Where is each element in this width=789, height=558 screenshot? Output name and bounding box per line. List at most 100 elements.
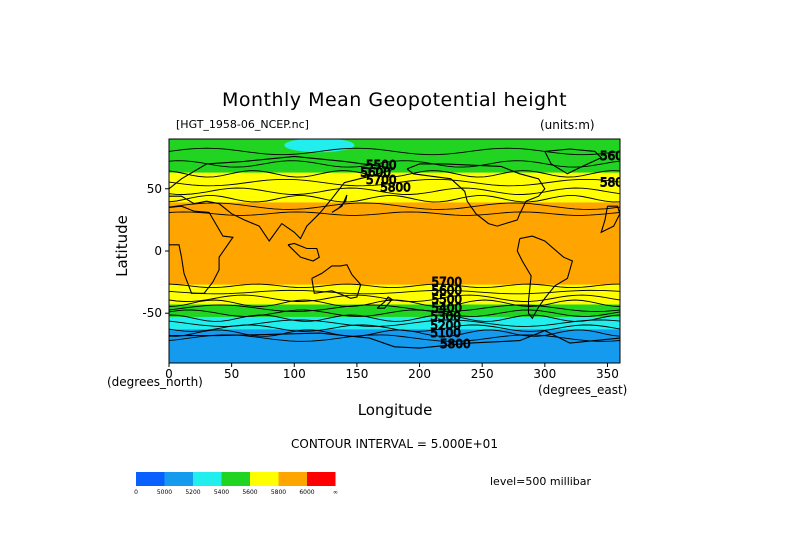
coastline — [600, 205, 620, 234]
contour-line — [169, 314, 620, 322]
height-band — [169, 229, 620, 232]
height-band — [169, 241, 620, 243]
height-band — [169, 270, 620, 273]
contour-line — [169, 304, 620, 312]
colorbar-label: 5200 — [185, 489, 200, 496]
height-band — [169, 349, 620, 352]
height-band — [169, 140, 620, 143]
contour-label: 5600 — [432, 284, 463, 298]
height-band — [169, 162, 620, 165]
height-band — [169, 145, 620, 148]
y-tick-label: 0 — [154, 244, 162, 258]
height-band — [169, 218, 620, 221]
height-band — [169, 275, 620, 278]
height-band — [169, 209, 620, 212]
height-band — [169, 253, 620, 256]
height-band — [169, 224, 620, 227]
coastline — [287, 242, 320, 262]
height-band — [169, 283, 620, 286]
height-band — [169, 314, 620, 317]
level-label: level=500 millibar — [490, 475, 592, 488]
height-band — [169, 242, 620, 245]
contour-line — [169, 195, 620, 203]
y-tick-label: 50 — [147, 182, 162, 196]
colorbar-label: 5400 — [214, 489, 229, 496]
height-band — [169, 353, 620, 355]
height-band — [169, 325, 620, 328]
x-axis-units: (degrees_east) — [538, 383, 628, 397]
contour-line — [169, 178, 620, 187]
contour-line — [169, 289, 620, 295]
height-band — [169, 187, 620, 190]
height-band — [169, 330, 620, 333]
contour-line — [169, 334, 620, 342]
contour-label: 5500 — [366, 158, 397, 172]
x-tick-label: 200 — [408, 367, 431, 381]
height-band — [169, 239, 620, 242]
height-band — [169, 326, 620, 329]
coastline — [406, 163, 546, 227]
height-band — [169, 244, 620, 247]
height-band — [169, 288, 620, 291]
height-band — [169, 351, 620, 354]
height-band — [169, 331, 620, 334]
height-band — [169, 311, 620, 314]
colorbar-label: 5600 — [242, 489, 257, 496]
height-band — [169, 208, 620, 211]
height-band — [169, 207, 620, 210]
height-band — [169, 148, 620, 151]
height-band — [169, 236, 620, 238]
height-band — [169, 197, 620, 200]
height-band — [169, 343, 620, 345]
chart-title: Monthly Mean Geopotential height — [221, 89, 568, 111]
colorbar-label: 5800 — [271, 489, 286, 496]
height-band — [169, 313, 620, 316]
height-band — [169, 199, 620, 202]
height-band — [169, 297, 620, 299]
height-band — [169, 223, 620, 226]
height-band — [169, 177, 620, 180]
height-band — [169, 358, 620, 360]
contour-line — [169, 283, 620, 289]
contour-line — [169, 170, 620, 178]
height-band — [169, 359, 620, 362]
contour-line — [169, 187, 620, 195]
height-band — [169, 237, 620, 240]
height-band — [169, 173, 620, 176]
height-band — [169, 263, 620, 266]
height-band — [169, 142, 620, 145]
height-band — [169, 163, 620, 166]
height-band — [169, 254, 620, 257]
height-band — [169, 321, 620, 324]
coastline — [544, 148, 603, 175]
height-band — [169, 251, 620, 253]
y-tick-label: -50 — [142, 306, 162, 320]
height-band — [169, 216, 620, 218]
height-band — [169, 255, 620, 258]
height-band — [169, 302, 620, 304]
height-band — [169, 273, 620, 276]
height-band — [169, 350, 620, 353]
height-band — [169, 298, 620, 301]
height-band — [169, 285, 620, 288]
colorbar-swatch — [193, 472, 222, 486]
contour-line — [169, 202, 620, 210]
height-band — [169, 344, 620, 347]
contour-label: 5800 — [380, 180, 411, 194]
height-band — [169, 196, 620, 199]
height-band — [169, 279, 620, 282]
coastline — [169, 329, 620, 349]
height-band — [169, 201, 620, 204]
colorbar-label: ∞ — [333, 489, 338, 496]
coastline — [311, 264, 362, 299]
height-band — [169, 158, 620, 161]
colorbar-label: 5000 — [157, 489, 172, 496]
colorbar-swatch — [307, 472, 336, 486]
height-band — [169, 340, 620, 343]
y-axis-label: Latitude — [113, 215, 131, 277]
height-band — [169, 304, 620, 307]
height-band — [169, 355, 620, 358]
height-band — [169, 234, 620, 237]
height-band — [169, 318, 620, 321]
